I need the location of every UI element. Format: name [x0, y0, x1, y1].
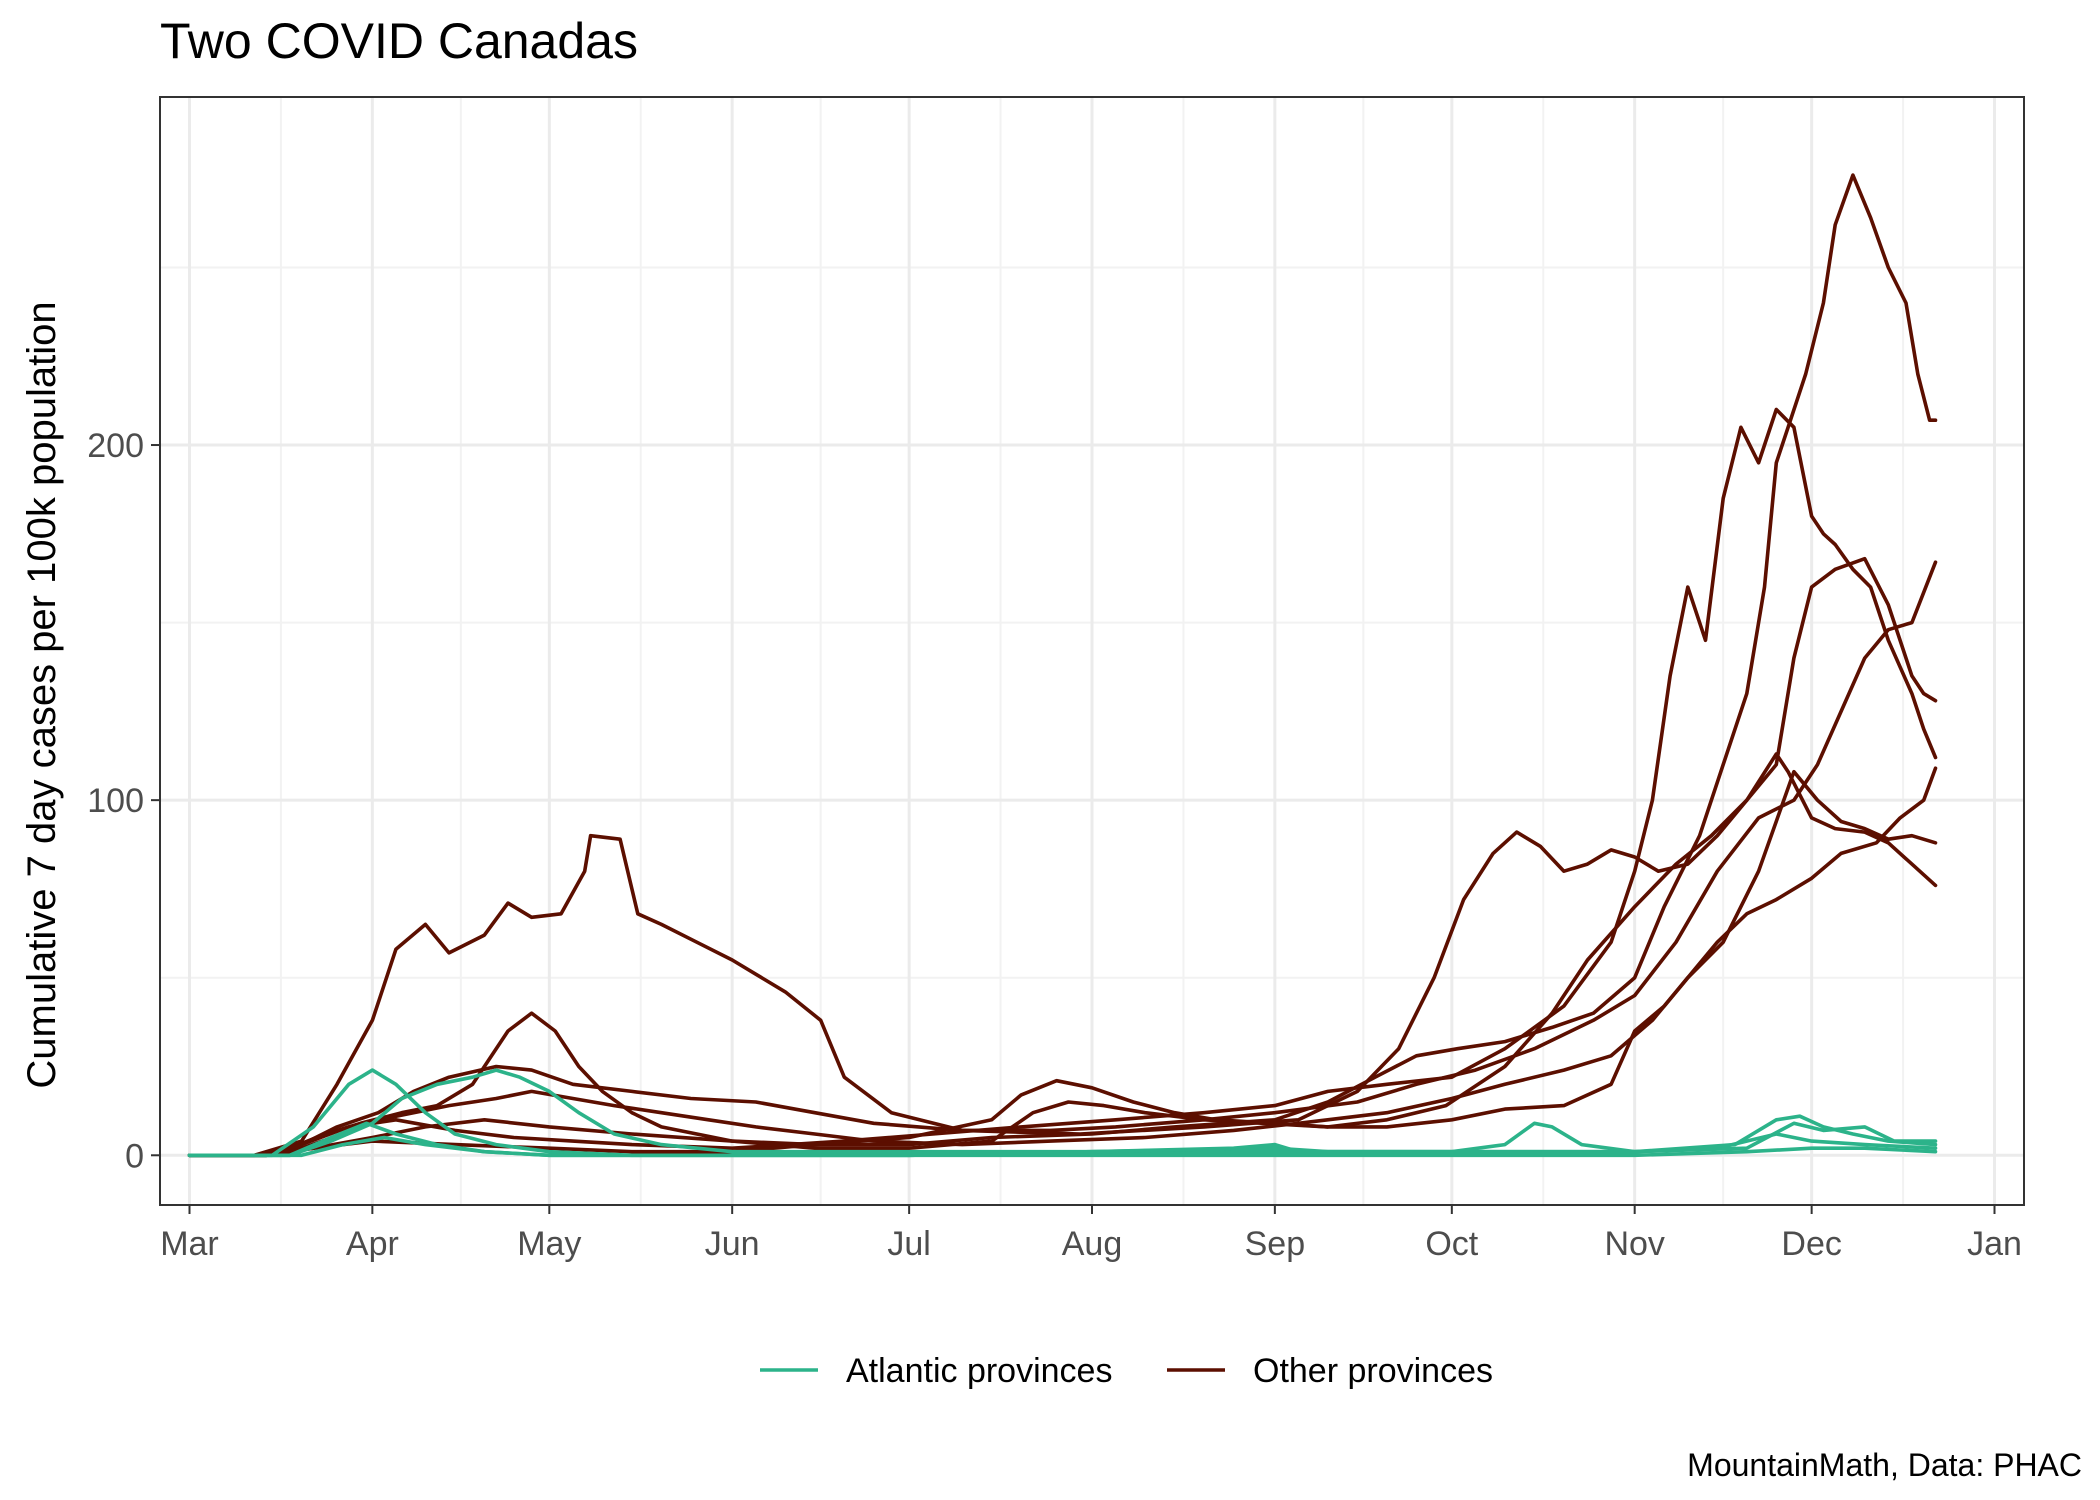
y-axis-label: Cumulative 7 day cases per 100k populati…: [20, 301, 64, 1088]
x-tick-label: Dec: [1781, 1225, 1841, 1263]
x-tick-label: Mar: [160, 1225, 219, 1263]
x-tick-label: Nov: [1604, 1225, 1664, 1263]
series-line: [187, 769, 1938, 1158]
x-tick-label: Oct: [1425, 1225, 1478, 1263]
x-tick-label: Apr: [346, 1225, 399, 1263]
x-tick-label: Jun: [705, 1225, 760, 1263]
series-line: [187, 1068, 1938, 1158]
plot-area: 0 100 200 Mar Apr May Jun Jul Aug Sep Oct Nov Dec Jan: [87, 96, 2025, 1263]
series-line: [187, 407, 1938, 1158]
x-tick-label: Jul: [887, 1225, 930, 1263]
series-line: [187, 766, 1938, 1158]
series-line: [187, 752, 1938, 1158]
x-tick-label: Aug: [1062, 1225, 1123, 1263]
chart-title: Two COVID Canadas: [160, 13, 638, 69]
series-line: [187, 556, 1938, 1158]
legend: Atlantic provinces Other provinces: [760, 1352, 1493, 1390]
series-line: [187, 1135, 1938, 1158]
legend-label: Atlantic provinces: [846, 1352, 1112, 1390]
series-line: [187, 560, 1938, 1158]
y-tick-label: 100: [87, 782, 144, 820]
legend-label: Other provinces: [1253, 1352, 1493, 1390]
x-tick-label: May: [517, 1225, 581, 1263]
series-line: [187, 1121, 1938, 1158]
y-tick-label: 0: [125, 1137, 144, 1175]
x-tick-label: Sep: [1245, 1225, 1306, 1263]
caption: MountainMath, Data: PHAC: [1687, 1447, 2082, 1483]
y-tick-label: 200: [87, 427, 144, 465]
x-tick-label: Jan: [1967, 1225, 2022, 1263]
series-line: [187, 173, 1938, 1158]
